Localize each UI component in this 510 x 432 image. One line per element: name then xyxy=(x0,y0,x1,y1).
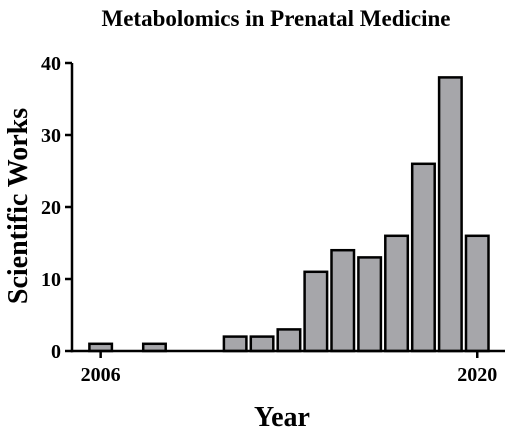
bar-2018 xyxy=(410,162,436,353)
y-tick-label: 0 xyxy=(51,341,61,363)
bar-2019 xyxy=(437,76,463,353)
bar-2015 xyxy=(330,248,356,353)
bars-group xyxy=(88,76,490,353)
bar-2011 xyxy=(222,335,248,353)
x-axis: 2006 2020 xyxy=(70,349,505,386)
bar-2020 xyxy=(464,234,490,353)
y-tick-label: 10 xyxy=(41,269,61,291)
y-tick-label: 40 xyxy=(41,53,61,75)
bar-2013 xyxy=(276,328,302,353)
bar-2014 xyxy=(303,270,329,353)
y-axis-label: Scientific Works xyxy=(3,108,34,304)
x-tick-label: 2020 xyxy=(457,364,497,386)
y-tick-label: 30 xyxy=(41,125,61,147)
y-tick-label: 20 xyxy=(41,197,61,219)
chart-title: Metabolomics in Prenatal Medicine xyxy=(102,6,451,31)
bar-2016 xyxy=(357,256,383,353)
bar-2017 xyxy=(384,234,410,353)
bar-2012 xyxy=(249,335,275,353)
y-axis: 0 10 20 30 40 xyxy=(41,53,74,363)
x-tick-label: 2006 xyxy=(81,364,121,386)
x-axis-label: Year xyxy=(254,402,310,432)
